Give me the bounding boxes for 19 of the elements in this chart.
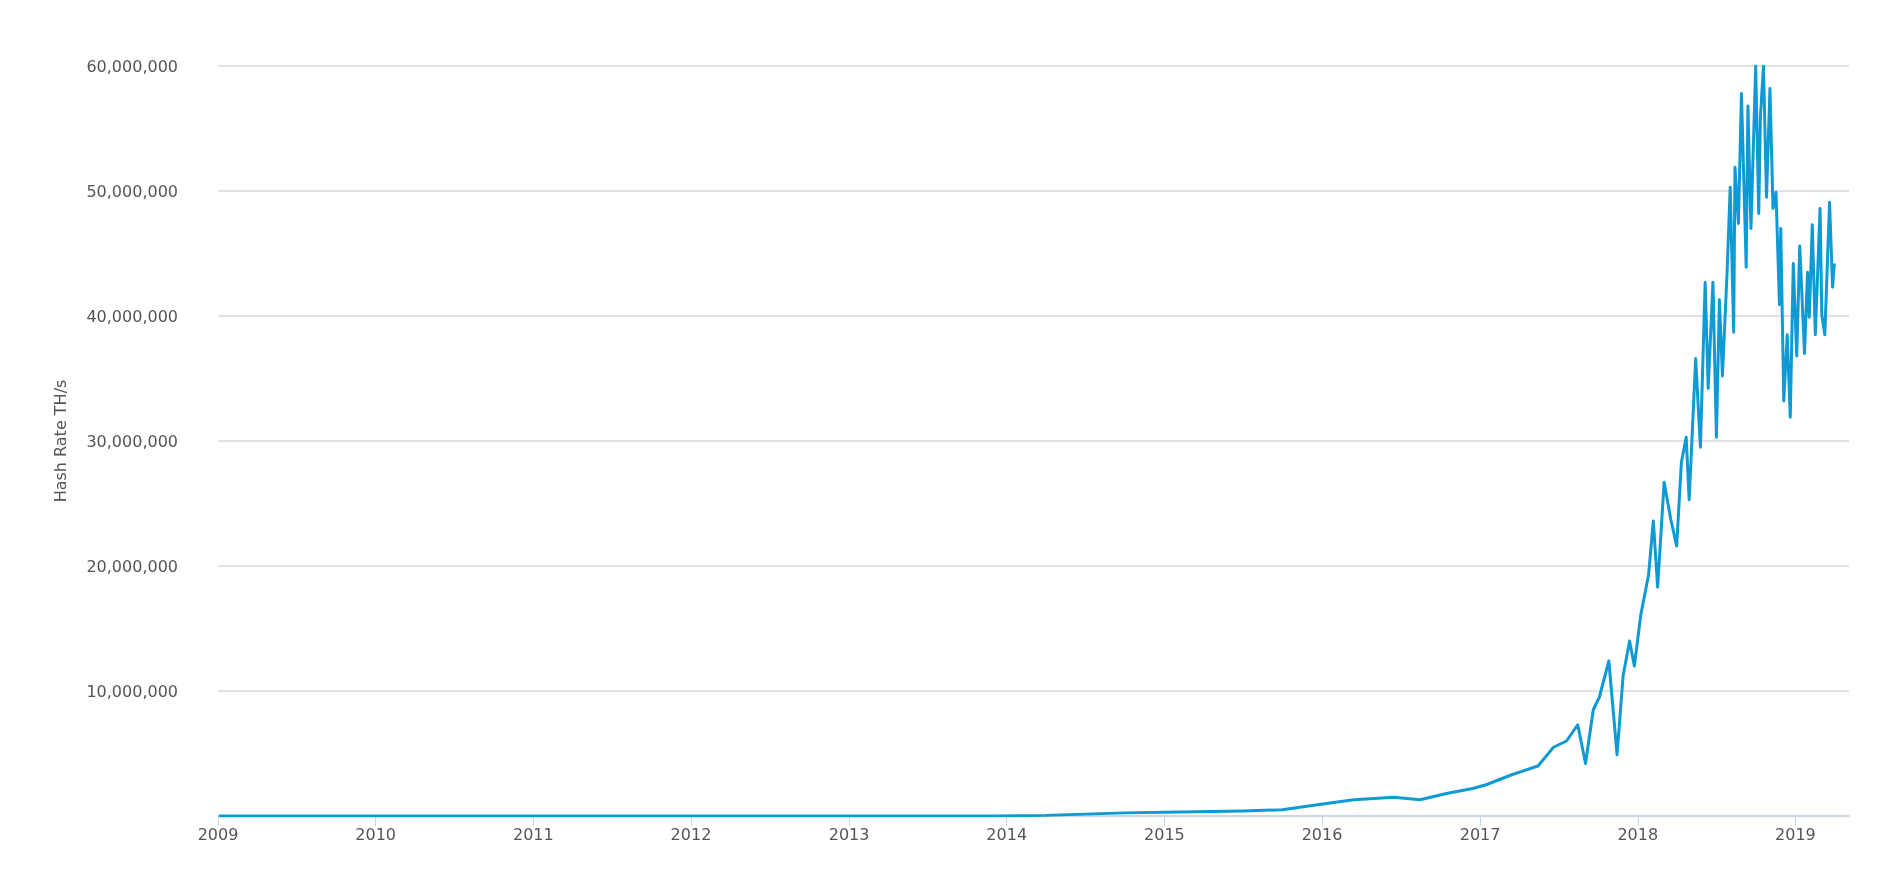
x-tick-label: 2015	[1144, 824, 1185, 844]
y-tick-label: 50,000,000	[86, 181, 178, 201]
y-tick-label: 20,000,000	[86, 556, 178, 576]
x-tick-label: 2010	[355, 824, 397, 844]
x-tick-label: 2013	[828, 824, 870, 844]
x-tick-label: 2009	[197, 824, 239, 844]
y-tick-label: 10,000,000	[86, 681, 178, 701]
x-tick-label: 2018	[1617, 824, 1659, 844]
line-series	[217, 64, 1836, 818]
y-tick-label: 60,000,000	[86, 56, 178, 76]
y-tick-label: 40,000,000	[86, 306, 178, 326]
x-tick-label: 2016	[1301, 824, 1343, 844]
y-axis-title: Hash Rate TH/s	[50, 379, 70, 503]
y-tick-label: 30,000,000	[86, 431, 178, 451]
x-tick-label: 2011	[512, 824, 554, 844]
x-tick-label: 2019	[1775, 824, 1816, 844]
x-tick-label: 2012	[670, 824, 712, 844]
x-tick-label: 2017	[1459, 824, 1501, 844]
x-tick-label: 2014	[986, 824, 1028, 844]
